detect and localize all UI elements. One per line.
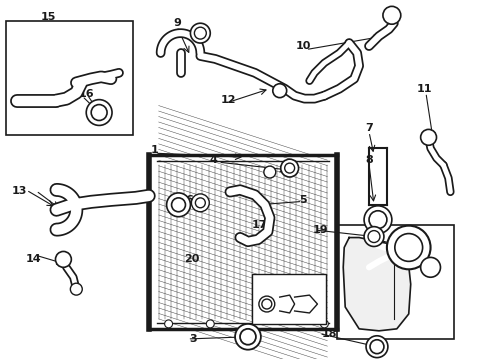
Circle shape — [364, 206, 392, 234]
Text: 6: 6 — [185, 195, 193, 204]
Bar — [252, 274, 326, 324]
Circle shape — [368, 231, 380, 243]
Circle shape — [240, 329, 256, 345]
Circle shape — [420, 257, 441, 277]
Circle shape — [420, 129, 437, 145]
Bar — [337, 225, 454, 339]
Circle shape — [273, 84, 287, 98]
Text: 7: 7 — [365, 123, 373, 133]
Text: 8: 8 — [365, 156, 373, 165]
Circle shape — [285, 163, 294, 173]
Circle shape — [369, 211, 387, 229]
Circle shape — [172, 198, 185, 212]
Circle shape — [364, 227, 384, 247]
Circle shape — [383, 6, 401, 24]
Circle shape — [370, 340, 384, 354]
Circle shape — [235, 324, 261, 350]
Bar — [6, 21, 133, 135]
Text: 3: 3 — [190, 334, 197, 344]
Circle shape — [320, 320, 328, 328]
Circle shape — [196, 198, 205, 208]
Text: 11: 11 — [417, 84, 433, 94]
Text: 2: 2 — [175, 195, 183, 204]
Text: 5: 5 — [299, 195, 307, 204]
Text: 15: 15 — [40, 13, 56, 22]
Circle shape — [387, 226, 431, 269]
Text: 20: 20 — [184, 253, 199, 264]
Circle shape — [264, 166, 276, 178]
Bar — [149, 155, 337, 329]
Circle shape — [71, 283, 82, 295]
Circle shape — [195, 27, 206, 39]
Circle shape — [167, 193, 191, 217]
Text: 19: 19 — [313, 225, 329, 235]
Text: 16: 16 — [79, 89, 95, 99]
Text: 18: 18 — [321, 329, 337, 339]
Text: 9: 9 — [173, 18, 181, 28]
Circle shape — [192, 194, 209, 212]
Circle shape — [191, 23, 210, 43]
Text: 13: 13 — [11, 186, 26, 196]
Polygon shape — [343, 238, 411, 331]
Text: 17: 17 — [252, 220, 268, 230]
Circle shape — [395, 234, 422, 261]
Circle shape — [91, 105, 107, 121]
Circle shape — [262, 299, 272, 309]
Circle shape — [55, 251, 72, 267]
Circle shape — [86, 100, 112, 125]
Text: 12: 12 — [220, 95, 236, 105]
Text: 4: 4 — [209, 156, 218, 165]
Circle shape — [206, 320, 214, 328]
Circle shape — [281, 159, 298, 177]
Text: 14: 14 — [25, 253, 41, 264]
Circle shape — [165, 320, 172, 328]
Circle shape — [366, 336, 388, 357]
Text: 1: 1 — [151, 145, 159, 155]
Text: 10: 10 — [295, 41, 311, 51]
Circle shape — [259, 296, 275, 312]
